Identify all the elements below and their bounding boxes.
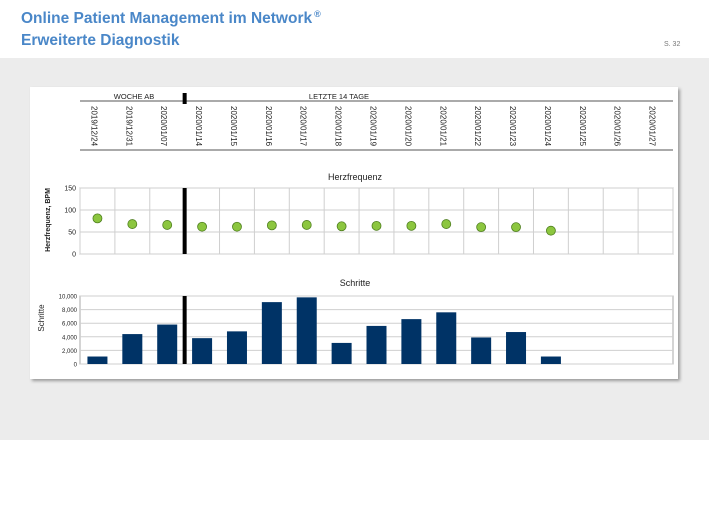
- heart-rate-point: [127, 219, 138, 229]
- chart-card: [30, 87, 678, 379]
- date-label: 2020/01/17: [299, 106, 308, 147]
- date-label: 2019/12/31: [124, 106, 133, 147]
- heart-rate-point: [301, 220, 312, 230]
- steps-y-tick-label: 8,000: [62, 308, 78, 314]
- steps-bar: [87, 356, 108, 364]
- heart-rate-point: [197, 221, 207, 232]
- heart-rate-chart-title: Herzfrequenz: [328, 172, 383, 182]
- steps-bar: [471, 337, 492, 364]
- heart-rate-point: [441, 219, 452, 229]
- heart-rate-point: [476, 222, 487, 233]
- steps-separator: [182, 296, 187, 364]
- page-subtitle: Erweiterte Diagnostik: [21, 32, 180, 49]
- steps-chart-title: Schritte: [340, 278, 371, 288]
- heart-rate-point: [511, 222, 521, 233]
- heart-rate-y-tick-label: 100: [64, 208, 76, 215]
- registered-mark: ®: [314, 9, 321, 19]
- heart-rate-separator: [182, 188, 187, 254]
- heart-rate-point: [371, 220, 382, 231]
- heart-rate-y-tick-label: 0: [72, 252, 76, 259]
- steps-bar: [331, 342, 352, 364]
- page-number: S. 32: [664, 41, 681, 48]
- heart-rate-point: [232, 221, 242, 232]
- date-label: 2020/01/20: [403, 106, 412, 147]
- heart-rate-point: [546, 225, 556, 236]
- date-label: 2020/01/15: [229, 106, 238, 147]
- date-label: 2020/01/14: [194, 106, 203, 147]
- steps-y-tick-label: 10,000: [59, 295, 78, 301]
- steps-bar: [157, 324, 178, 364]
- heart-rate-point: [336, 221, 347, 232]
- date-label: 2019/12/24: [89, 106, 98, 147]
- steps-y-tick-label: 6,000: [62, 322, 78, 328]
- heart-rate-point: [266, 220, 277, 231]
- steps-y-tick-label: 4,000: [62, 335, 78, 341]
- steps-bar: [506, 332, 527, 364]
- steps-bar: [366, 325, 387, 364]
- steps-bar: [296, 297, 317, 364]
- steps-y-axis-label: Schritte: [37, 304, 46, 332]
- steps-y-tick-label: 2,000: [62, 349, 78, 355]
- steps-bar: [436, 312, 457, 364]
- date-label: 2020/01/07: [159, 106, 168, 147]
- heart-rate-y-axis-label: Herzfrequenz, BPM: [45, 188, 52, 252]
- steps-bar: [401, 319, 422, 364]
- steps-bar: [261, 302, 282, 364]
- heart-rate-point: [406, 220, 417, 231]
- page-title: Online Patient Management im Network ®: [21, 9, 321, 28]
- heart-rate-y-tick-label: 150: [64, 186, 76, 193]
- date-label: 2020/01/27: [648, 106, 657, 147]
- date-label: 2020/01/18: [334, 106, 343, 147]
- date-label: 2020/01/19: [369, 106, 378, 147]
- steps-bar: [540, 356, 561, 364]
- steps-bar: [226, 331, 247, 364]
- heart-rate-y-tick-label: 50: [68, 230, 76, 237]
- date-label: 2020/01/26: [613, 106, 622, 147]
- date-label: 2020/01/24: [543, 106, 552, 147]
- date-label: 2020/01/23: [508, 106, 517, 147]
- date-label: 2020/01/22: [473, 106, 482, 147]
- steps-bar: [122, 334, 143, 364]
- date-label: 2020/01/16: [264, 106, 273, 147]
- heart-rate-point: [162, 220, 173, 230]
- steps-bar: [192, 338, 213, 364]
- heart-rate-point: [92, 213, 103, 224]
- date-label: 2020/01/21: [438, 106, 447, 147]
- title-text: Online Patient Management im Network: [21, 10, 313, 27]
- steps-y-tick-label: 0: [74, 363, 78, 369]
- date-label: 2020/01/25: [578, 106, 587, 147]
- header-separator-marker: [182, 93, 187, 104]
- week-label: WOCHE AB: [114, 92, 154, 101]
- days-label: LETZTE 14 TAGE: [309, 92, 369, 101]
